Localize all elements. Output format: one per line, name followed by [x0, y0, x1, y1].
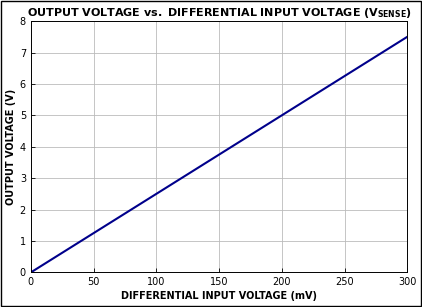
Y-axis label: OUTPUT VOLTAGE (V): OUTPUT VOLTAGE (V) — [5, 89, 16, 205]
X-axis label: DIFFERENTIAL INPUT VOLTAGE (mV): DIFFERENTIAL INPUT VOLTAGE (mV) — [121, 291, 317, 301]
Title: $\bf{OUTPUT\ VOLTAGE\ vs.\ DIFFERENTIAL\ INPUT\ VOLTAGE\ (V_{SENSE})}$: $\bf{OUTPUT\ VOLTAGE\ vs.\ DIFFERENTIAL\… — [27, 6, 411, 20]
